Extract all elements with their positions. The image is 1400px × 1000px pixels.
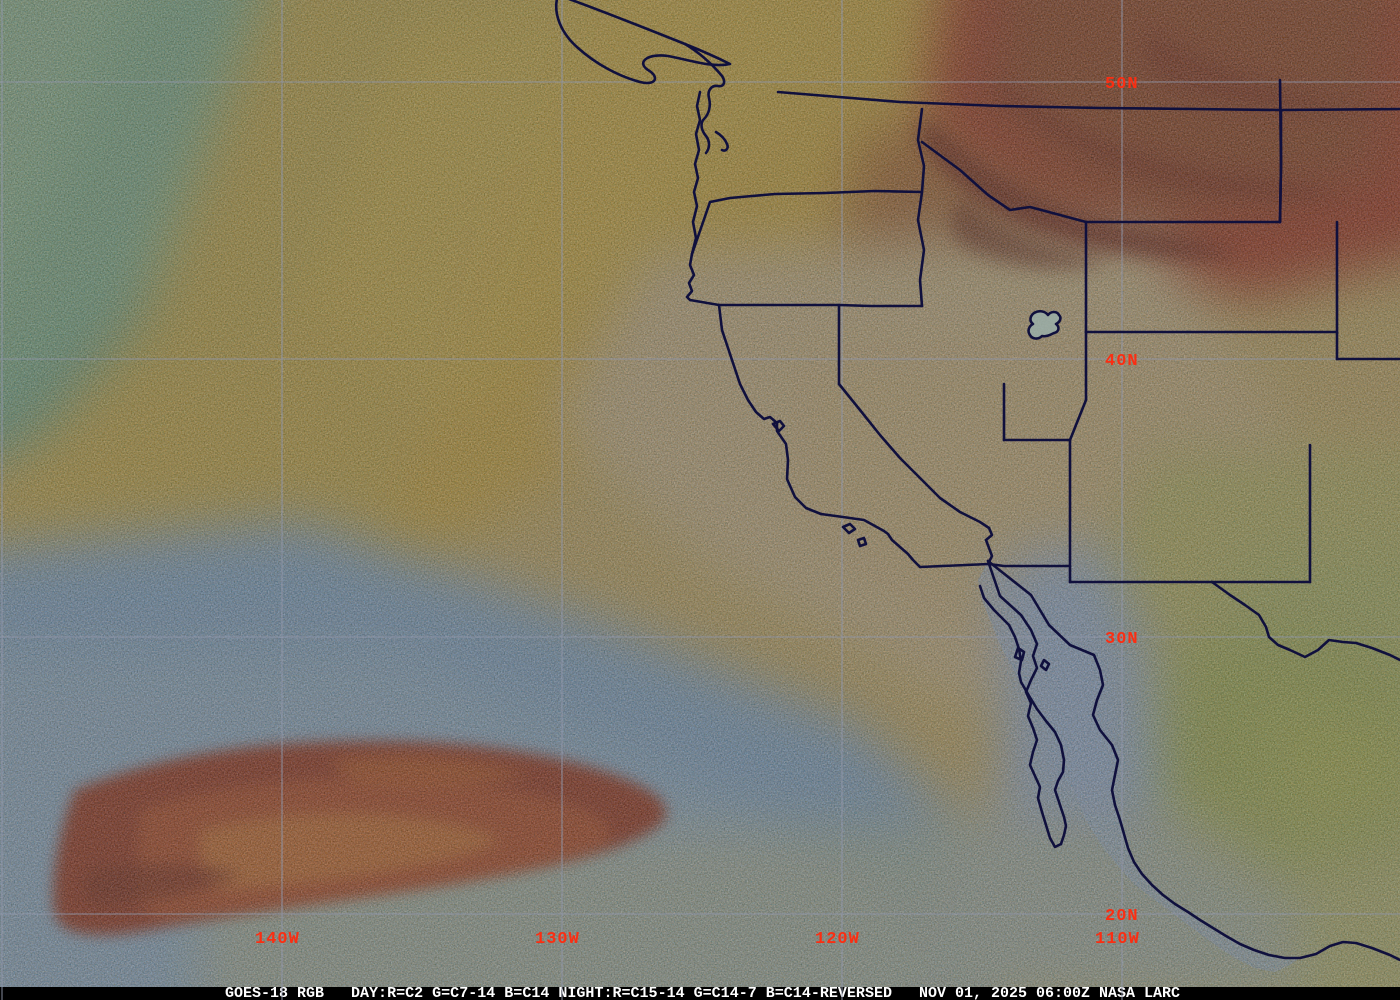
svg-text:GOES-18 RGB: GOES-18 RGB	[225, 986, 324, 1000]
svg-text:120W: 120W	[815, 930, 860, 949]
svg-text:20N: 20N	[1105, 907, 1139, 926]
svg-text:130W: 130W	[535, 930, 580, 949]
svg-text:110W: 110W	[1095, 930, 1140, 949]
svg-text:50N: 50N	[1105, 75, 1139, 94]
svg-text:NOV 01, 2025 06:00Z NASA LARC: NOV 01, 2025 06:00Z NASA LARC	[919, 986, 1180, 1000]
svg-text:40N: 40N	[1105, 352, 1139, 371]
svg-text:30N: 30N	[1105, 630, 1139, 649]
svg-text:DAY:R=C2 G=C7-14 B=C14 NIGHT:R: DAY:R=C2 G=C7-14 B=C14 NIGHT:R=C15-14 G=…	[351, 986, 892, 1000]
svg-text:140W: 140W	[255, 930, 300, 949]
